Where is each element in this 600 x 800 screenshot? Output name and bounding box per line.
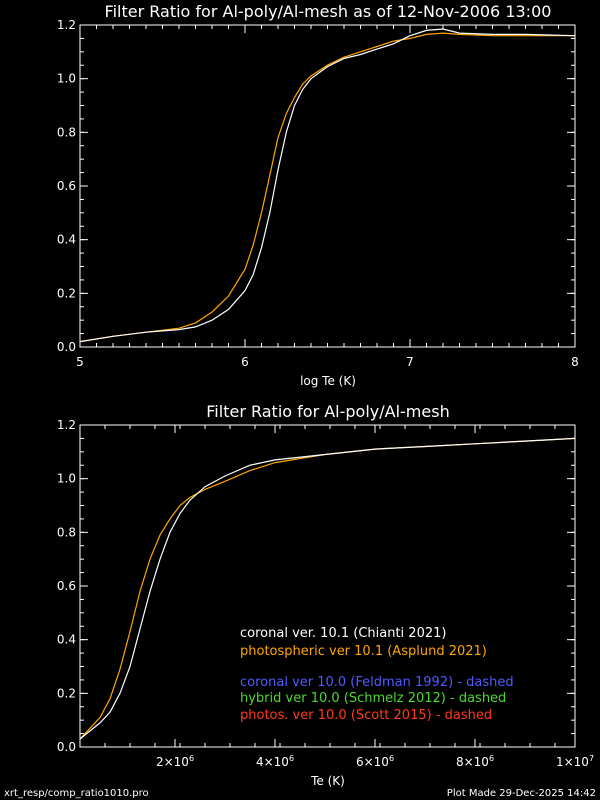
bottom-x-axis-label: Te (K) [310, 774, 345, 788]
bottom-ytick-label: 0.4 [57, 633, 76, 647]
legend-entry-photos-100: photos. ver 10.0 (Scott 2015) - dashed [240, 708, 492, 723]
top-ytick-label: 0.8 [57, 125, 76, 139]
bottom-ytick-label: 0.2 [57, 686, 76, 700]
top-ytick-label: 0.6 [57, 179, 76, 193]
bottom-ytick-label: 0.6 [57, 579, 76, 593]
bottom-xtick-label: 1×107 [556, 754, 594, 769]
top-ytick-label: 0.2 [57, 286, 76, 300]
bottom-series [79, 437, 576, 740]
top-x-axis-label: log Te (K) [300, 374, 356, 388]
bottom-xtick-label: 4×106 [256, 754, 294, 769]
bottom-xtick-label: 6×106 [356, 754, 394, 769]
footer-left: xrt_resp/comp_ratio1010.pro [4, 788, 149, 799]
top-xtick-label: 6 [241, 355, 249, 369]
bottom-xtick-label: 2×106 [156, 754, 194, 769]
top-ticks: 0.0 0.2 0.4 0.6 0.8 1.0 1.2 5 6 7 8 [57, 18, 579, 369]
legend-entry-coronal-100: coronal ver 10.0 (Feldman 1992) - dashed [240, 675, 514, 690]
bottom-series-line-coronal-101 [79, 437, 576, 740]
top-ytick-label: 1.0 [57, 72, 76, 86]
top-ytick-label: 1.2 [57, 18, 76, 32]
top-series-line-photospheric-101 [79, 32, 575, 343]
top-series-line-coronal-101 [79, 28, 576, 343]
top-chart: Filter Ratio for Al-poly/Al-mesh as of 1… [57, 2, 579, 388]
top-xtick-label: 7 [406, 355, 414, 369]
bottom-chart-title: Filter Ratio for Al-poly/Al-mesh [206, 402, 449, 421]
top-series [79, 28, 576, 343]
legend-entry-coronal-101: coronal ver. 10.1 (Chianti 2021) [240, 626, 446, 641]
top-ytick-label: 0.0 [57, 340, 76, 354]
top-ytick-label: 0.4 [57, 233, 76, 247]
bottom-xtick-label: 8×106 [456, 754, 494, 769]
legend-entry-photospheric-101: photospheric ver 10.1 (Asplund 2021) [240, 644, 487, 659]
bottom-ytick-label: 1.0 [57, 472, 76, 486]
top-chart-title: Filter Ratio for Al-poly/Al-mesh as of 1… [105, 2, 552, 21]
bottom-ytick-label: 0.8 [57, 525, 76, 539]
legend: coronal ver. 10.1 (Chianti 2021) photosph… [240, 626, 514, 723]
bottom-chart: Filter Ratio for Al-poly/Al-mesh 0.00.20… [57, 402, 594, 788]
legend-entry-hybrid-100: hybrid ver 10.0 (Schmelz 2012) - dashed [240, 691, 506, 706]
top-xtick-label: 5 [76, 355, 84, 369]
bottom-ytick-label: 0.0 [57, 740, 76, 754]
footer-right: Plot Made 29-Dec-2025 14:42 [447, 788, 596, 799]
top-xtick-label: 8 [571, 355, 579, 369]
bottom-ytick-label: 1.2 [57, 418, 76, 432]
bottom-ticks: 0.0 0.2 0.4 0.6 0.8 1.0 1.2 2×106 4×106 6×106 8×10… [57, 418, 594, 769]
